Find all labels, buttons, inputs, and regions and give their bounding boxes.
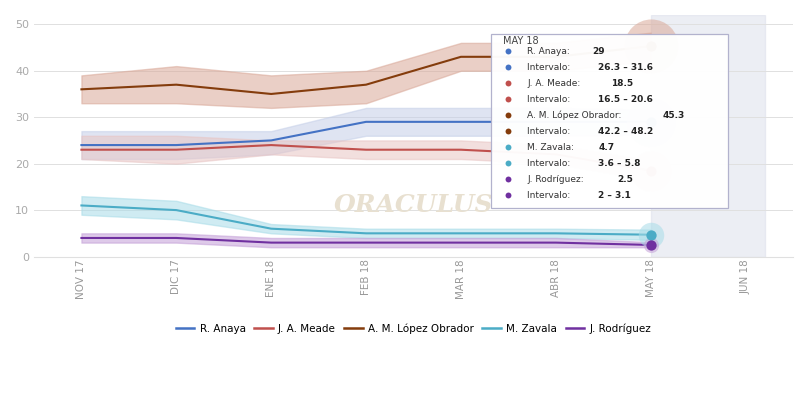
Text: J. Rodríguez:: J. Rodríguez:: [528, 175, 587, 184]
Point: [644, 231, 657, 238]
Text: ORACULUS: ORACULUS: [334, 193, 493, 217]
Text: MAY 18: MAY 18: [503, 36, 538, 47]
Point: [644, 231, 657, 238]
Text: Intervalo:: Intervalo:: [528, 95, 574, 104]
Text: J. A. Meade:: J. A. Meade:: [528, 79, 583, 88]
Text: 18.5: 18.5: [611, 79, 633, 88]
Point: [644, 167, 657, 174]
Text: 42.2 – 48.2: 42.2 – 48.2: [598, 127, 654, 136]
Point: [502, 192, 515, 199]
Text: M. Zavala:: M. Zavala:: [528, 143, 577, 152]
Point: [644, 43, 657, 49]
Text: 16.5 – 20.6: 16.5 – 20.6: [598, 95, 653, 104]
Text: 2.5: 2.5: [617, 175, 633, 184]
Text: Intervalo:: Intervalo:: [528, 191, 574, 200]
Text: 3.6 – 5.8: 3.6 – 5.8: [598, 159, 641, 168]
Text: 4.7: 4.7: [598, 143, 614, 152]
Text: Intervalo:: Intervalo:: [528, 127, 574, 136]
Point: [502, 64, 515, 71]
Point: [502, 48, 515, 55]
Text: 45.3: 45.3: [663, 111, 685, 120]
Point: [644, 119, 657, 125]
Point: [644, 43, 657, 49]
Point: [502, 160, 515, 167]
Bar: [650, 15, 764, 257]
Point: [644, 167, 657, 174]
Point: [502, 144, 515, 151]
Text: 29: 29: [592, 47, 604, 56]
Point: [644, 119, 657, 125]
Point: [502, 176, 515, 183]
Text: R. Anaya:: R. Anaya:: [528, 47, 573, 56]
Text: A. M. López Obrador:: A. M. López Obrador:: [528, 111, 625, 120]
Point: [644, 242, 657, 248]
Text: 26.3 – 31.6: 26.3 – 31.6: [598, 63, 654, 72]
Point: [502, 80, 515, 86]
Point: [644, 242, 657, 248]
Text: Intervalo:: Intervalo:: [528, 159, 574, 168]
Point: [502, 112, 515, 119]
Point: [502, 128, 515, 135]
Bar: [491, 33, 729, 208]
Text: 2 – 3.1: 2 – 3.1: [598, 191, 631, 200]
Text: Intervalo:: Intervalo:: [528, 63, 574, 72]
Point: [502, 96, 515, 102]
Legend: R. Anaya, J. A. Meade, A. M. López Obrador, M. Zavala, J. Rodríguez: R. Anaya, J. A. Meade, A. M. López Obrad…: [171, 319, 655, 338]
